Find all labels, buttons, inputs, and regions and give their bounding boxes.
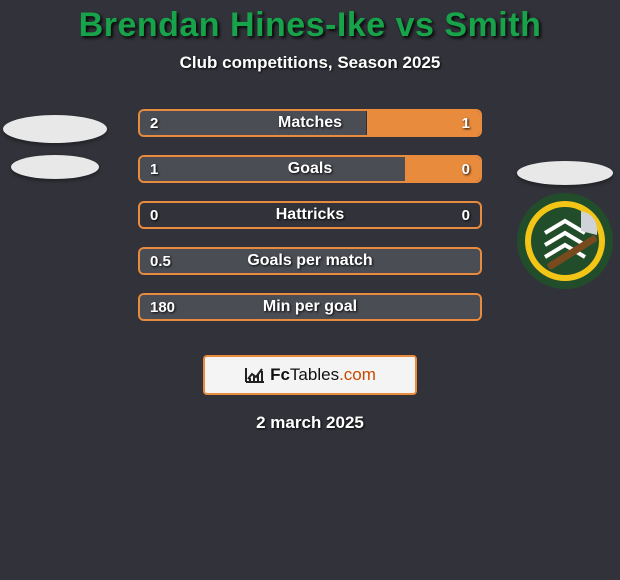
stat-row: 180Min per goal bbox=[138, 293, 482, 321]
infographic: Brendan Hines-Ike vs Smith Club competit… bbox=[0, 0, 620, 433]
player-left-badge bbox=[0, 103, 110, 191]
brand-fc: Fc bbox=[270, 365, 290, 384]
stat-label: Min per goal bbox=[140, 295, 480, 319]
player-right-badge bbox=[510, 149, 620, 291]
stat-row: 00Hattricks bbox=[138, 201, 482, 229]
ellipse-icon bbox=[3, 115, 107, 143]
ellipse-icon bbox=[517, 161, 613, 185]
chart-icon bbox=[244, 366, 266, 384]
branding-badge: FcTables.com bbox=[203, 355, 417, 395]
footer-date: 2 march 2025 bbox=[0, 413, 620, 433]
stat-row: 0.5Goals per match bbox=[138, 247, 482, 275]
stat-label: Matches bbox=[140, 111, 480, 135]
stat-label: Hattricks bbox=[140, 203, 480, 227]
stat-row: 21Matches bbox=[138, 109, 482, 137]
timbers-logo-icon bbox=[515, 191, 615, 291]
stats-bars: 21Matches 10Goals 00Hattricks 0.5Goals per … bbox=[138, 109, 482, 339]
compare-area: 21Matches 10Goals 00Hattricks 0.5Goals per … bbox=[0, 109, 620, 349]
brand-com: .com bbox=[339, 365, 376, 384]
stat-row: 10Goals bbox=[138, 155, 482, 183]
stat-label: Goals bbox=[140, 157, 480, 181]
ellipse-icon bbox=[11, 155, 99, 179]
subtitle: Club competitions, Season 2025 bbox=[0, 53, 620, 73]
brand-tables: Tables bbox=[290, 365, 339, 384]
page-title: Brendan Hines-Ike vs Smith bbox=[0, 6, 620, 45]
stat-label: Goals per match bbox=[140, 249, 480, 273]
